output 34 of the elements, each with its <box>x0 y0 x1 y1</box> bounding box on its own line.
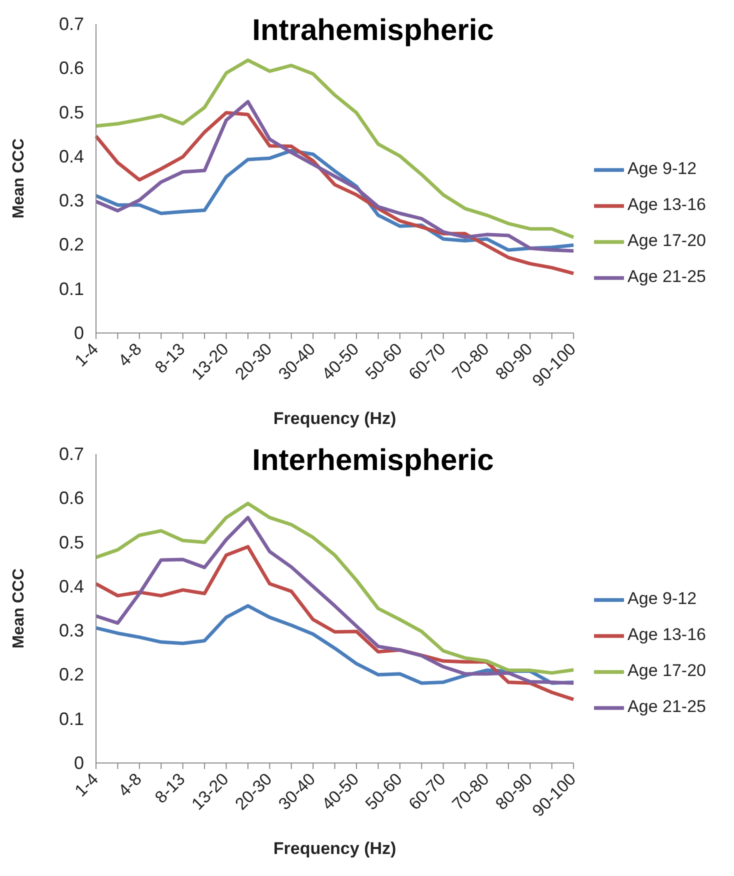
legend-label: Age 13-16 <box>628 625 706 644</box>
y-tick-label: 0.7 <box>58 14 84 34</box>
line-series <box>94 544 576 702</box>
x-tick-label: 4-8 <box>114 340 146 370</box>
x-axis-title: Frequency (Hz) <box>273 839 396 858</box>
legend-label: Age 17-20 <box>628 661 706 680</box>
legend-label: Age 9-12 <box>628 159 697 178</box>
y-tick-label: 0.6 <box>58 58 84 78</box>
y-tick-label: 0.4 <box>58 576 84 596</box>
line-series <box>94 110 576 276</box>
y-tick-label: 0.7 <box>58 444 84 464</box>
legend-label: Age 13-16 <box>628 195 706 214</box>
y-axis-title: Mean CCC <box>10 568 28 649</box>
x-axis-title: Frequency (Hz) <box>273 409 396 428</box>
chart-title: Interhemispheric <box>251 444 495 478</box>
line-series <box>94 58 576 239</box>
x-tick-label: 4-8 <box>114 770 146 800</box>
legend-label: Age 21-25 <box>628 697 706 716</box>
y-tick-label: 0.2 <box>58 664 84 685</box>
y-tick-label: 0.1 <box>58 708 84 729</box>
y-tick-label: 0.5 <box>58 102 84 122</box>
y-axis-title: Mean CCC <box>10 138 28 219</box>
legend-label: Age 9-12 <box>628 589 697 608</box>
chart-title: Intrahemispheric <box>251 14 495 48</box>
y-tick-label: 0.5 <box>58 532 84 552</box>
y-tick-label: 0.2 <box>58 234 84 255</box>
legend-label: Age 17-20 <box>628 231 706 250</box>
y-tick-label: 0.3 <box>58 620 84 641</box>
y-tick-label: 0.1 <box>58 278 84 299</box>
line-series <box>94 100 576 253</box>
y-tick-label: 0.3 <box>58 190 84 211</box>
legend-label: Age 21-25 <box>628 267 706 286</box>
y-tick-label: 0.6 <box>58 488 84 508</box>
y-tick-label: 0.4 <box>58 146 84 166</box>
